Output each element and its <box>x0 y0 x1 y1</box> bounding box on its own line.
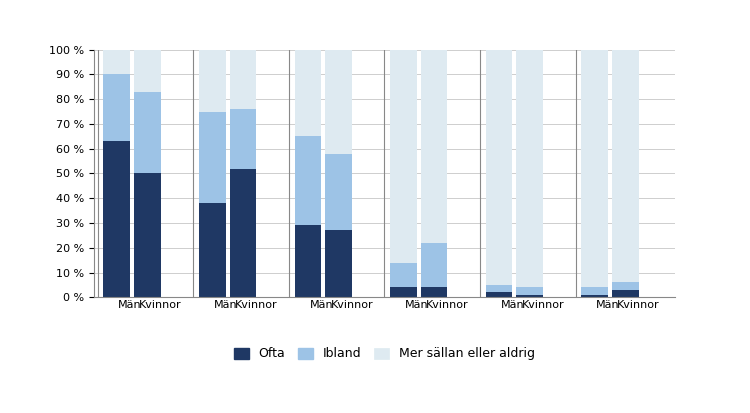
Bar <box>230 169 256 297</box>
Bar <box>390 287 417 297</box>
Bar <box>421 287 448 297</box>
Bar <box>390 50 417 263</box>
Bar <box>421 50 448 243</box>
Bar <box>230 109 256 169</box>
Legend: Ofta, Ibland, Mer sällan eller aldrig: Ofta, Ibland, Mer sällan eller aldrig <box>229 342 540 366</box>
Bar <box>612 290 639 297</box>
Bar <box>199 112 226 203</box>
Bar <box>486 292 512 297</box>
Bar <box>486 50 512 285</box>
Bar <box>230 50 256 109</box>
Bar <box>295 50 321 136</box>
Bar <box>134 173 160 297</box>
Bar <box>325 50 352 154</box>
Bar <box>104 141 130 297</box>
Bar <box>104 50 130 74</box>
Bar <box>516 295 543 297</box>
Bar <box>325 154 352 230</box>
Bar <box>421 243 448 287</box>
Bar <box>516 50 543 287</box>
Bar <box>486 285 512 292</box>
Bar <box>134 92 160 173</box>
Bar <box>612 50 639 282</box>
Bar <box>134 50 160 92</box>
Bar <box>581 295 608 297</box>
Bar <box>581 287 608 295</box>
Bar <box>325 230 352 297</box>
Bar <box>199 203 226 297</box>
Bar <box>295 225 321 297</box>
Bar <box>612 282 639 290</box>
Bar <box>104 74 130 141</box>
Bar <box>516 287 543 295</box>
Bar <box>199 50 226 112</box>
Bar <box>295 136 321 225</box>
Bar <box>390 263 417 287</box>
Bar <box>581 50 608 287</box>
